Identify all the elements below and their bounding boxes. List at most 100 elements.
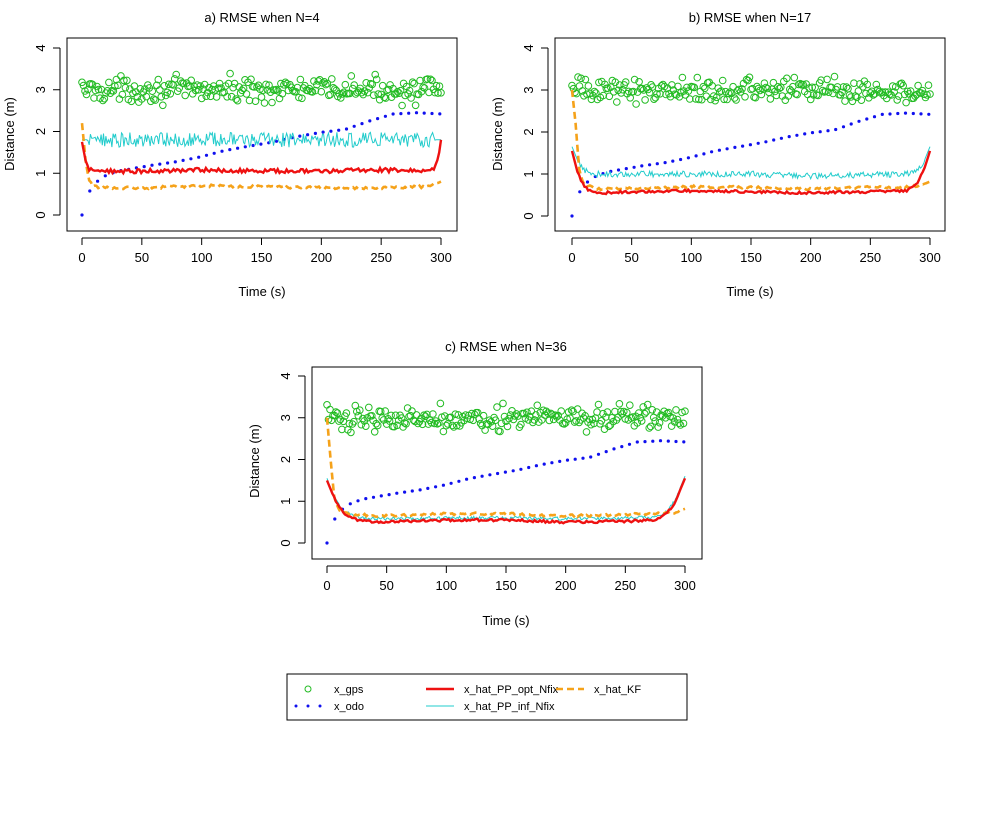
gps-point — [699, 82, 708, 91]
gps-point — [333, 409, 342, 417]
gps-point — [630, 75, 639, 84]
panel-a-series-kf — [80, 122, 442, 191]
gps-point — [212, 93, 221, 101]
odo-point — [511, 469, 515, 473]
odo-point — [834, 127, 838, 132]
gps-point — [372, 419, 381, 428]
gps-point — [745, 73, 754, 82]
odo-point — [407, 111, 411, 115]
panel-c-ytick-label: 2 — [278, 456, 293, 463]
gps-point — [741, 93, 749, 101]
odo-point — [88, 189, 92, 193]
gps-point — [380, 93, 389, 102]
gps-point — [251, 97, 260, 105]
gps-point — [850, 79, 858, 87]
odo-point — [635, 440, 639, 444]
gps-point — [839, 83, 848, 91]
panel-a-xtick-label: 250 — [370, 250, 392, 265]
gps-point — [396, 86, 405, 95]
gps-point — [368, 80, 377, 89]
gps-point — [584, 82, 593, 90]
gps-point — [214, 84, 222, 92]
panel-b-xtick-label: 250 — [859, 250, 881, 265]
gps-point — [365, 403, 373, 412]
odo-point — [438, 112, 442, 116]
gps-point — [717, 87, 726, 95]
legend-symbol — [318, 704, 322, 708]
panel-c-plot-frame — [311, 366, 703, 560]
odo-point — [251, 143, 255, 148]
gps-point — [875, 87, 884, 96]
gps-point — [613, 98, 621, 106]
odo-point — [927, 112, 931, 116]
gps-point — [260, 99, 269, 107]
panel-b-series-inf — [571, 146, 931, 181]
gps-point — [150, 95, 158, 103]
gps-point — [512, 410, 521, 418]
panel-a-xlabel: Time (s) — [238, 284, 285, 299]
odo-point — [383, 114, 387, 118]
odo-point — [573, 457, 577, 461]
panel-c-series-opt — [325, 477, 687, 525]
gps-point — [398, 101, 406, 110]
odo-point — [919, 112, 923, 116]
odo-point — [849, 122, 853, 126]
gps-point — [772, 91, 781, 100]
gps-point — [419, 83, 427, 91]
odo-point — [204, 153, 209, 157]
gps-point — [690, 83, 699, 92]
gps-point — [348, 420, 357, 428]
gps-point — [605, 92, 614, 101]
gps-point — [384, 85, 393, 94]
odo-point — [496, 471, 500, 476]
gps-point — [754, 84, 763, 93]
gps-point — [645, 424, 654, 432]
gps-point — [224, 79, 233, 88]
odo-point — [710, 150, 714, 154]
gps-point — [715, 88, 724, 96]
gps-point — [227, 92, 236, 101]
odo-point — [818, 130, 822, 134]
odo-point — [903, 111, 908, 115]
panel-b-ytick-label: 0 — [521, 212, 536, 219]
gps-point — [696, 87, 705, 96]
odo-point — [527, 465, 531, 470]
gps-point — [808, 83, 817, 92]
gps-point — [292, 88, 300, 96]
odo-point — [352, 124, 356, 128]
odo-point — [558, 459, 562, 463]
gps-point — [611, 407, 619, 416]
gps-point — [362, 422, 370, 431]
gps-point — [692, 95, 700, 103]
gps-point — [669, 414, 677, 422]
gps-point — [878, 88, 887, 96]
gps-point — [233, 96, 242, 105]
panel-b-series-opt — [570, 150, 932, 196]
odo-point — [173, 160, 177, 164]
gps-point — [675, 419, 683, 428]
gps-point — [206, 92, 215, 101]
odo-point — [376, 117, 380, 121]
gps-point — [651, 417, 660, 425]
gps-point — [412, 411, 421, 419]
gps-point — [371, 70, 380, 79]
gps-point — [533, 401, 542, 410]
odo-point — [604, 450, 608, 454]
gps-point — [356, 406, 364, 415]
panel-b-series-gps — [568, 72, 934, 108]
gps-point — [265, 81, 273, 89]
odo-point — [480, 474, 484, 478]
gps-point — [434, 89, 442, 97]
odo-point — [663, 161, 667, 165]
gps-point — [841, 97, 849, 105]
odo-point — [103, 174, 107, 178]
odo-point — [787, 135, 791, 139]
gps-point — [491, 416, 500, 425]
gps-point — [435, 419, 443, 427]
gps-point — [551, 411, 560, 420]
gps-point — [775, 84, 784, 93]
gps-point — [683, 83, 691, 92]
gps-point — [436, 399, 445, 408]
gps-point — [232, 95, 240, 103]
panel-b-xtick-label: 150 — [740, 250, 762, 265]
